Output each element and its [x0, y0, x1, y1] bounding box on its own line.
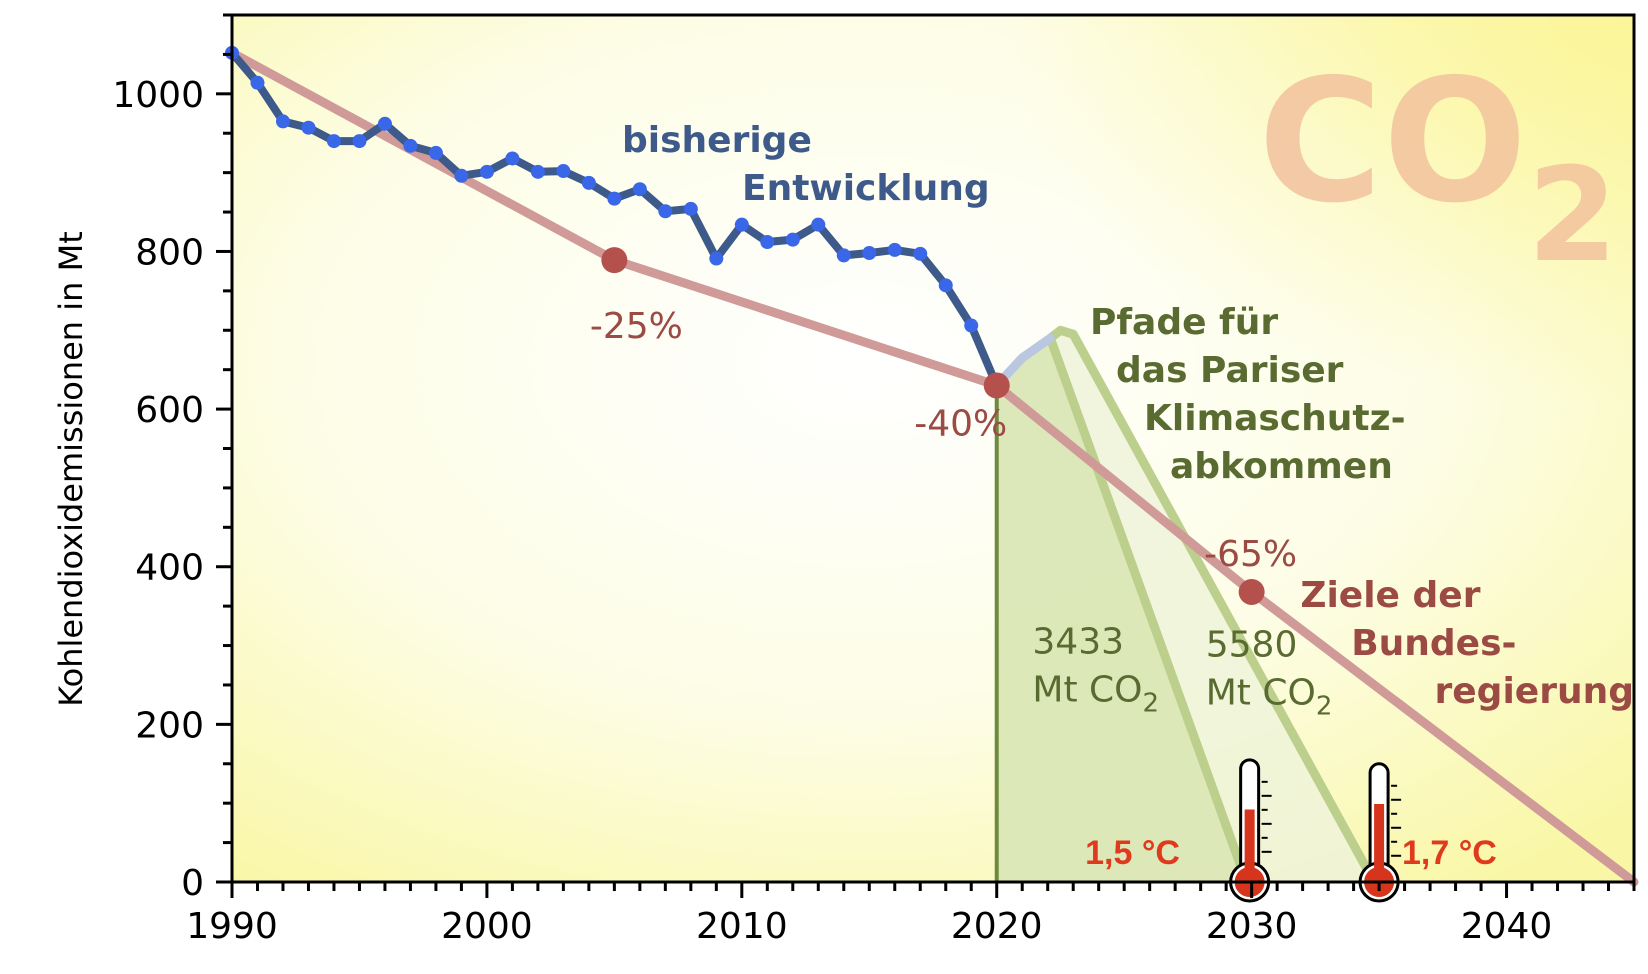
goals-label-line-3: regierung [1435, 671, 1634, 712]
history-label-line-1: bisherige [622, 120, 812, 161]
paths-label-line-2: das Pariser [1116, 350, 1344, 391]
y-tick-label-1000: 1000 [112, 75, 204, 116]
history-point-1997 [403, 138, 418, 153]
x-tick-label-2030: 2030 [1206, 906, 1298, 947]
target-label-2030: -65% [1204, 534, 1297, 575]
y-tick-label-0: 0 [181, 863, 204, 904]
y-axis: 0 200 400 600 800 1000 [112, 13, 232, 904]
history-label: bisherige Entwicklung [622, 120, 990, 209]
history-point-2018 [938, 278, 953, 293]
x-tick-label-2010: 2010 [696, 906, 788, 947]
target-label-2005: -25% [590, 306, 683, 347]
co2-watermark-main: CO [1258, 43, 1527, 241]
history-point-2008 [683, 201, 698, 216]
budget-2-unit: Mt CO [1206, 673, 1316, 714]
paths-label-line-4: abkommen [1170, 446, 1393, 487]
history-point-2002 [530, 164, 545, 179]
history-point-2013 [811, 217, 826, 232]
budget-label-1: 3433 Mt CO2 [1032, 621, 1159, 718]
history-point-2005 [607, 191, 622, 206]
paths-label-line-3: Klimaschutz- [1144, 398, 1406, 439]
history-point-1991 [250, 75, 265, 90]
history-point-2001 [505, 151, 520, 166]
paths-label: Pfade für das Pariser Klimaschutz- abkom… [1090, 302, 1418, 487]
thermometer-mercury [1244, 809, 1255, 882]
temp-label-1-5: 1,5 °C [1085, 834, 1180, 872]
budget-label-2: 5580 Mt CO2 [1206, 625, 1333, 722]
history-point-2012 [785, 232, 800, 247]
history-label-line-2: Entwicklung [742, 168, 990, 209]
history-point-1996 [377, 116, 392, 131]
paris-path-line-1-7 [1045, 325, 1379, 887]
co2-watermark-sub: 2 [1527, 139, 1617, 291]
target-marker-2020 [983, 372, 1010, 399]
government-target-markers: -25% -40% -65% [590, 247, 1297, 605]
history-point-1994 [326, 134, 341, 149]
thermometer-mercury [1374, 803, 1385, 882]
x-tick-label-2020: 2020 [951, 906, 1043, 947]
history-line [225, 45, 1004, 393]
history-point-2015 [862, 246, 877, 261]
history-point-1993 [301, 120, 316, 135]
history-point-2010 [734, 217, 749, 232]
budget-1-value: 3433 [1032, 621, 1124, 662]
history-point-2003 [556, 164, 571, 179]
goals-label: Ziele der Bundes- regierung [1300, 575, 1634, 712]
history-point-2000 [479, 164, 494, 179]
y-tick-label-200: 200 [135, 705, 204, 746]
budget-2-unit-sub: 2 [1316, 692, 1333, 722]
history-point-2011 [760, 234, 775, 249]
plot-glow [232, 15, 1634, 882]
x-tick-label-2040: 2040 [1461, 906, 1553, 947]
history-point-1995 [352, 134, 367, 149]
y-tick-label-400: 400 [135, 548, 204, 589]
x-tick-label-2000: 2000 [441, 906, 533, 947]
history-point-2007 [658, 204, 673, 219]
budget-1-unit: Mt CO [1032, 669, 1142, 710]
target-label-2020: -40% [914, 403, 1007, 444]
paths-label-line-1: Pfade für [1090, 302, 1278, 343]
history-point-2017 [913, 246, 928, 261]
co2-watermark: CO2 [1258, 43, 1618, 291]
x-tick-label-1990: 1990 [186, 906, 278, 947]
y-tick-label-600: 600 [135, 390, 204, 431]
goals-label-line-2: Bundes- [1351, 623, 1516, 664]
budget-2-value: 5580 [1206, 625, 1298, 666]
thermometer-icon-1-7 [1358, 762, 1402, 903]
budget-1-unit-sub: 2 [1143, 688, 1160, 718]
history-point-2014 [836, 248, 851, 263]
history-point-1992 [275, 114, 290, 129]
plot-frame [230, 13, 1636, 884]
history-point-2016 [887, 242, 902, 257]
history-point-1998 [428, 145, 443, 160]
paris-path-line-1-5 [1045, 333, 1251, 887]
y-axis-title: Kohlendioxidemissionen in Mt [52, 231, 90, 707]
target-marker-2005 [601, 247, 628, 274]
temp-label-1-7: 1,7 °C [1402, 834, 1497, 872]
history-point-2009 [709, 251, 724, 266]
history-point-2019 [964, 318, 979, 333]
history-point-2004 [581, 175, 596, 190]
x-axis: 1990 2000 2010 2020 2030 2040 [186, 882, 1636, 947]
history-point-2006 [632, 182, 647, 197]
history-point-1999 [454, 168, 469, 183]
paris-path-areas [996, 330, 1374, 882]
paris-path-area-1-5 [996, 338, 1247, 882]
y-tick-label-800: 800 [135, 232, 204, 273]
target-marker-2030 [1238, 578, 1265, 605]
goals-label-line-1: Ziele der [1300, 575, 1480, 616]
paris-path-lines [992, 325, 1379, 887]
